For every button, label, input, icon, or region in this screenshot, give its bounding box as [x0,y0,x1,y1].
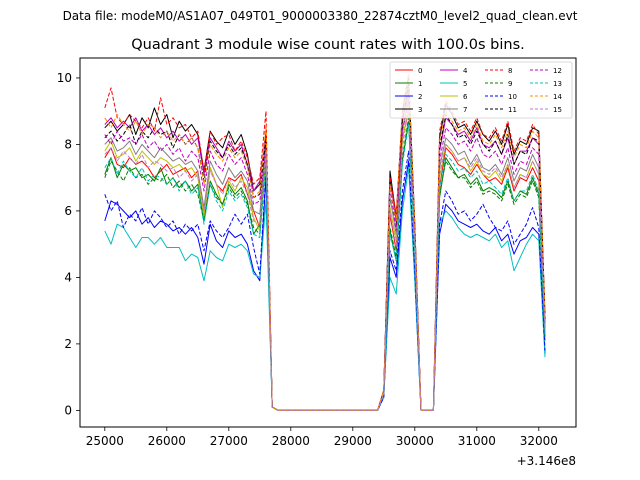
legend-label-9: 9 [508,80,512,88]
legend-label-1: 1 [418,80,422,88]
legend-label-13: 13 [553,80,562,88]
plot-area [104,74,546,411]
series-line-12 [104,100,546,411]
legend-label-7: 7 [463,106,467,114]
y-tick-label: 0 [64,403,72,417]
y-tick-label: 10 [57,71,72,85]
x-tick-label: 29000 [334,434,372,448]
legend-frame [389,61,573,119]
x-tick-label: 31000 [458,434,496,448]
legend-label-15: 15 [553,106,562,114]
legend-label-5: 5 [463,80,467,88]
legend-label-0: 0 [418,67,422,75]
x-axis: 25000 26000 27000 28000 29000 30000 31000 32000 [86,427,558,448]
legend-label-2: 2 [418,93,422,101]
x-tick-label: 30000 [396,434,434,448]
chart-title: Quadrant 3 module wise count rates with … [131,37,525,53]
y-tick-label: 6 [64,204,72,218]
x-tick-label: 27000 [210,434,248,448]
y-tick-label: 4 [64,270,72,284]
series-line-15 [104,107,546,411]
legend-label-11: 11 [508,106,517,114]
legend-label-3: 3 [418,106,422,114]
series-line-11 [104,84,546,411]
x-tick-label: 25000 [86,434,124,448]
legend-label-8: 8 [508,67,512,75]
legend-label-4: 4 [463,67,468,75]
axes-frame [79,57,577,428]
legend-label-6: 6 [463,93,468,101]
legend-label-14: 14 [553,93,562,101]
y-axis: 0 2 4 6 8 10 [57,71,80,417]
x-tick-label: 32000 [520,434,558,448]
y-tick-label: 2 [64,337,72,351]
x-offset-label: +3.146e8 [517,454,576,468]
series-line-10 [104,150,546,411]
x-tick-label: 26000 [148,434,186,448]
x-tick-label: 28000 [272,434,310,448]
legend-label-12: 12 [553,67,562,75]
legend-label-10: 10 [508,93,517,101]
series-line-14 [104,74,546,411]
y-tick-label: 8 [64,137,72,151]
figure-suptitle: Data file: modeM0/AS1A07_049T01_90000033… [63,9,578,23]
